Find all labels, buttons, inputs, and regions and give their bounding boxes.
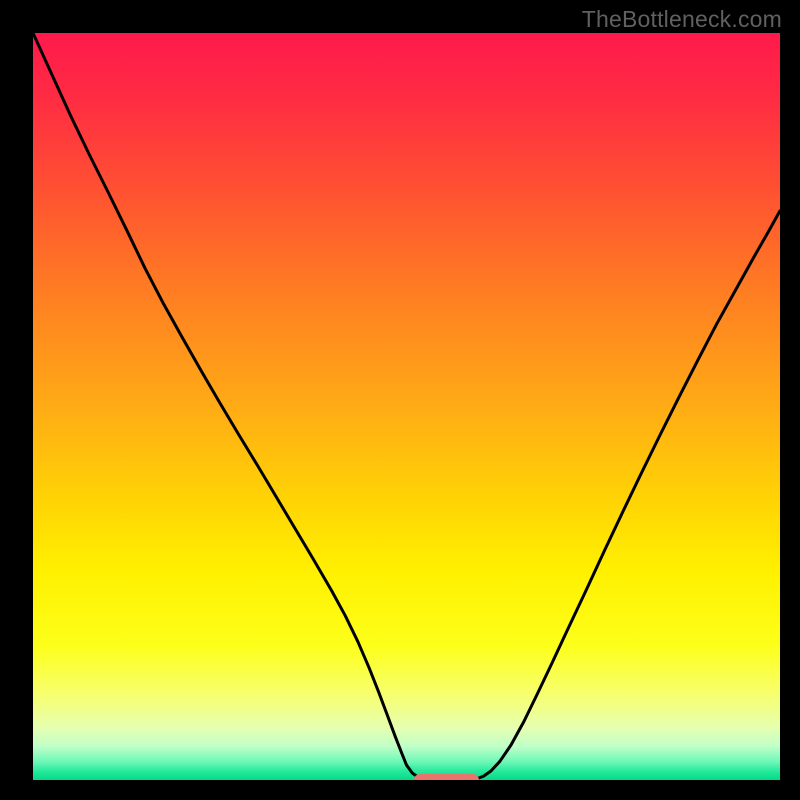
gradient-background (33, 33, 780, 780)
watermark-text: TheBottleneck.com (582, 6, 782, 33)
plot-area (33, 33, 780, 780)
chart-container: TheBottleneck.com (0, 0, 800, 800)
bottom-marker (414, 774, 479, 780)
plot-svg (33, 33, 780, 780)
